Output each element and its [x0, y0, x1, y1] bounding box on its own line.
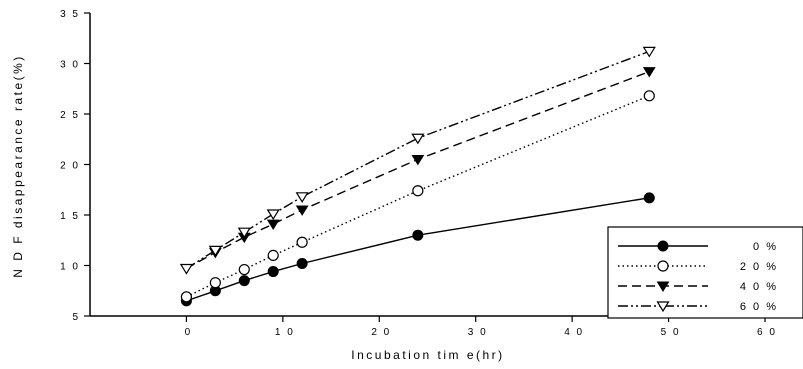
data-point	[180, 291, 193, 303]
y-axis-title: N D F disappearance rate(%)	[11, 54, 25, 278]
x-tick-label: 4 0	[564, 327, 584, 338]
y-tick-label: 2 0	[60, 161, 80, 172]
legend-label: 6 0 %	[740, 301, 778, 313]
x-tick-label: 1 0	[275, 327, 295, 338]
data-point	[296, 236, 308, 248]
data-point	[411, 154, 425, 166]
legend-marker	[657, 260, 669, 272]
series-0	[180, 192, 655, 307]
series-1	[180, 90, 655, 303]
data-point	[179, 263, 193, 275]
y-tick-label: 2 5	[60, 110, 80, 121]
series-layer	[179, 46, 656, 307]
data-point	[642, 46, 656, 58]
series-3	[179, 46, 656, 275]
data-point	[238, 263, 250, 276]
legend-label: 2 0 %	[740, 261, 778, 273]
legend: 0 % 2 0 % 4 0 % 6 0 %	[607, 226, 803, 319]
data-point	[412, 185, 424, 197]
data-point	[295, 192, 309, 203]
legend-marker	[656, 301, 670, 313]
data-point	[642, 67, 656, 78]
data-point	[266, 209, 280, 221]
x-axis-title: Incubation tim e(hr)	[351, 348, 504, 362]
y-tick-label: 5	[72, 312, 80, 323]
x-tick-label: 2 0	[371, 327, 391, 338]
legend-marker	[656, 281, 670, 292]
data-point	[295, 205, 309, 216]
data-point	[209, 277, 221, 289]
data-point	[267, 249, 279, 261]
axis-ticks: 5 1 0 1 5 2 0 2 5 3 0 3 5 0 1 0 2 0 3 0 4 0 5 0 6 0	[60, 9, 777, 338]
data-point	[412, 229, 424, 241]
y-tick-label: 1 5	[60, 211, 80, 222]
data-point	[208, 245, 222, 257]
y-tick-label: 3 5	[60, 9, 80, 20]
x-tick-label: 5 0	[661, 327, 681, 338]
data-point	[266, 219, 280, 231]
y-tick-label: 3 0	[60, 60, 80, 71]
y-tick-label: 1 0	[60, 262, 80, 273]
data-point	[643, 90, 655, 102]
legend-box	[607, 226, 803, 319]
legend-label: 0 %	[753, 241, 778, 253]
series-line	[186, 197, 650, 302]
x-tick-label: 0	[185, 327, 193, 338]
x-tick-label: 3 0	[468, 327, 488, 338]
data-point	[267, 266, 279, 278]
data-point	[296, 257, 308, 269]
legend-marker	[657, 240, 669, 252]
legend-label: 4 0 %	[740, 281, 778, 293]
data-point	[238, 275, 250, 287]
data-point	[237, 227, 251, 239]
data-point	[411, 133, 425, 145]
x-tick-label: 6 0	[757, 327, 777, 338]
data-point	[643, 192, 655, 204]
series-2	[180, 67, 656, 275]
